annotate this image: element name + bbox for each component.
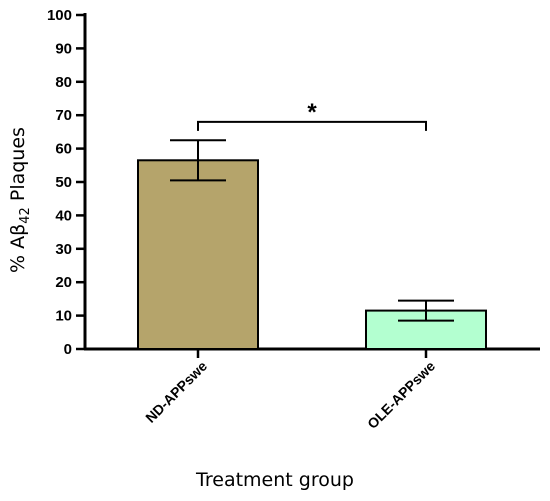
bars <box>137 159 487 350</box>
y-tick-label: 50 <box>55 174 72 191</box>
y-tick-label: 90 <box>55 40 72 57</box>
y-tick-label: 70 <box>55 107 72 124</box>
y-axis: 0 10 20 30 40 50 60 70 80 90 100 <box>47 7 87 358</box>
y-tick-label: 20 <box>55 274 72 291</box>
y-axis-title: % Aβ42 Plaques <box>7 127 33 273</box>
y-tick-label: 10 <box>55 308 72 325</box>
x-axis: ND-APPswe OLE-APPswe <box>84 347 540 432</box>
y-tick-label: 100 <box>47 7 72 24</box>
significance-line <box>197 120 427 131</box>
x-axis-title: Treatment group <box>195 469 354 491</box>
x-tick-label: ND-APPswe <box>142 358 210 426</box>
significance-bracket: * <box>197 99 427 131</box>
y-tick-label: 0 <box>64 341 72 358</box>
y-tick-label: 60 <box>55 141 72 158</box>
y-tick-label: 80 <box>55 74 72 91</box>
x-tick-label: OLE-APPswe <box>364 358 438 432</box>
y-tick-label: 40 <box>55 207 72 224</box>
significance-label: * <box>307 99 317 126</box>
y-tick-label: 30 <box>55 241 72 258</box>
bar-ND-APPswe <box>137 159 259 350</box>
error-bars <box>170 139 454 322</box>
